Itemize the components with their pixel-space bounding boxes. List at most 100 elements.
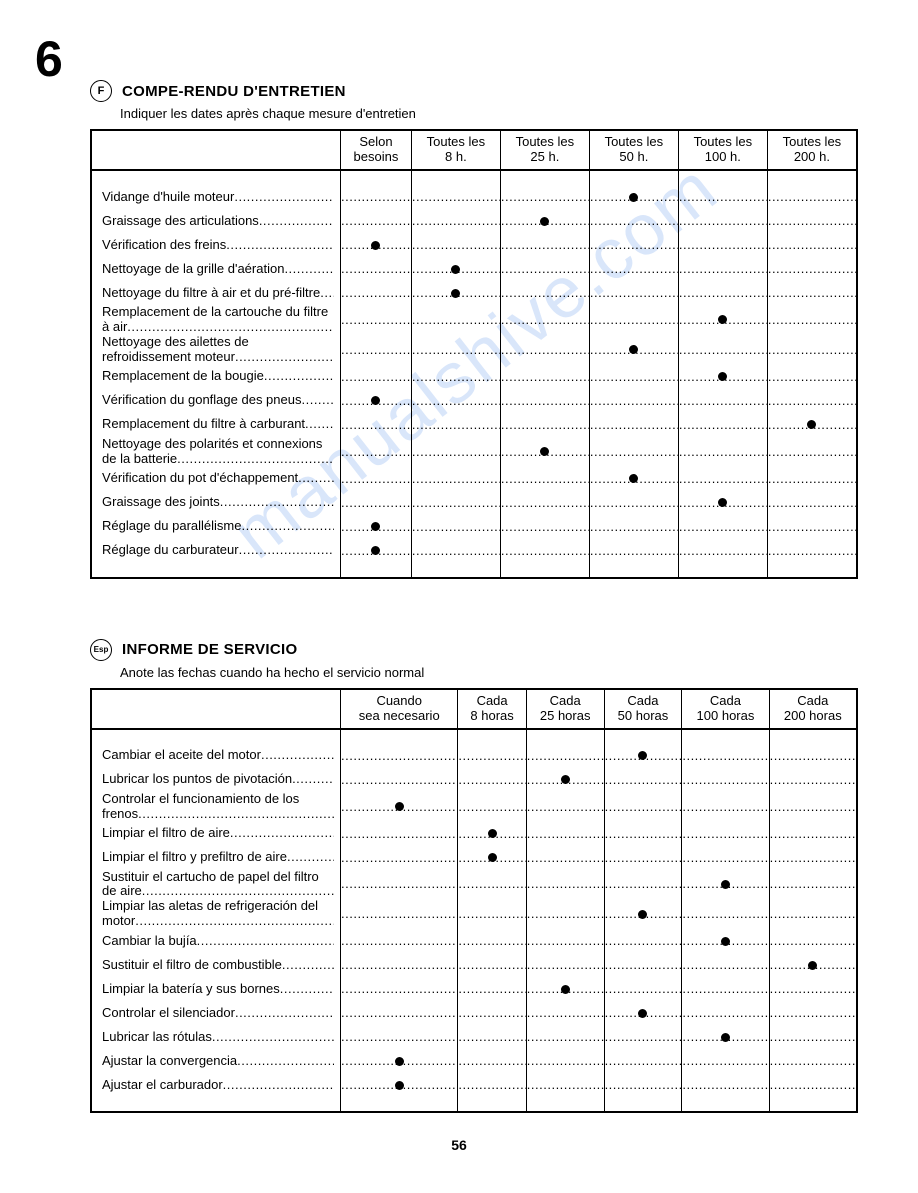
mark-cell: ........................................… — [411, 539, 500, 563]
mark-cell: ........................................… — [411, 491, 500, 515]
mark-cell: ........................................… — [767, 365, 857, 389]
mark-cell: ........................................… — [678, 515, 767, 539]
language-badge: Esp — [90, 639, 112, 661]
mark-cell: ........................................… — [678, 281, 767, 305]
table-row: Nettoyage des polarités et connexions de… — [91, 437, 857, 467]
task-label-cell: Limpiar el filtro de aire — [91, 822, 341, 846]
mark-cell: ........................................… — [526, 1025, 604, 1049]
task-label-cell: Nettoyage de la grille d'aération — [91, 257, 341, 281]
table-row: Ajustar la convergencia ................… — [91, 1049, 857, 1073]
mark-cell: ........................................… — [678, 413, 767, 437]
table-row: Lubricar las rótulas ...................… — [91, 1025, 857, 1049]
mark-cell: ........................................… — [604, 929, 682, 953]
mark-cell: ........................................… — [341, 822, 458, 846]
table-row: Remplacement de la cartouche du filtre à… — [91, 305, 857, 335]
mark-cell: ........................................… — [411, 257, 500, 281]
mark-cell: ........................................… — [767, 413, 857, 437]
task-label: Remplacement de la cartouche du filtre à… — [102, 305, 334, 335]
dot-leader: ........................................… — [458, 902, 525, 926]
mark-cell: ........................................… — [678, 365, 767, 389]
task-label-cell: Cambiar el aceite del motor — [91, 744, 341, 768]
dot-leader: ........................................… — [412, 209, 500, 233]
task-label-cell: Remplacement de la cartouche du filtre à… — [91, 305, 341, 335]
dot-leader: ........................................… — [458, 872, 525, 896]
mark-cell: ........................................… — [769, 899, 857, 929]
bullet-icon — [808, 961, 817, 970]
mark-cell: ........................................… — [604, 899, 682, 929]
bullet-icon — [561, 775, 570, 784]
spacer-cell — [769, 1097, 857, 1112]
dot-leader: ........................................… — [458, 1025, 525, 1049]
spacer-cell — [341, 1097, 458, 1112]
spacer-cell — [678, 170, 767, 185]
mark-cell: ........................................… — [678, 335, 767, 365]
table-row: Controlar el funcionamiento de los freno… — [91, 792, 857, 822]
bullet-icon — [451, 289, 460, 298]
dot-leader: ........................................… — [768, 209, 856, 233]
dot-leader: ........................................… — [458, 929, 525, 953]
mark-cell: ........................................… — [500, 491, 589, 515]
mark-cell: ........................................… — [682, 899, 769, 929]
table-header: Cada25 horas — [526, 689, 604, 729]
dot-leader: ........................................… — [501, 467, 589, 491]
spacer-cell — [411, 563, 500, 578]
mark-cell: ........................................… — [604, 953, 682, 977]
dot-leader: ........................................… — [341, 744, 457, 768]
task-label-cell: Nettoyage des ailettes de refroidissemen… — [91, 335, 341, 365]
dot-leader: ........................................… — [770, 846, 856, 870]
bullet-icon — [395, 802, 404, 811]
mark-cell: ........................................… — [411, 413, 500, 437]
mark-cell: ........................................… — [589, 389, 678, 413]
dot-leader: ........................................… — [770, 929, 856, 953]
mark-cell: ........................................… — [458, 822, 526, 846]
mark-cell: ........................................… — [682, 953, 769, 977]
spacer-cell — [678, 563, 767, 578]
dot-leader: ........................................… — [458, 795, 525, 819]
mark-cell: ........................................… — [769, 792, 857, 822]
dot-leader: ........................................… — [679, 440, 767, 464]
mark-cell: ........................................… — [769, 1025, 857, 1049]
task-label-cell: Limpiar la batería y sus bornes — [91, 977, 341, 1001]
mark-cell: ........................................… — [341, 929, 458, 953]
spacer-cell — [458, 1097, 526, 1112]
mark-cell: ........................................… — [500, 389, 589, 413]
mark-cell: ........................................… — [604, 846, 682, 870]
section-subtitle: Indiquer les dates après chaque mesure d… — [120, 106, 858, 121]
mark-cell: ........................................… — [458, 1025, 526, 1049]
dot-leader: ........................................… — [679, 539, 767, 563]
mark-cell: ........................................… — [411, 233, 500, 257]
dot-leader: ........................................… — [341, 308, 411, 332]
table-row: Vérification des freins ................… — [91, 233, 857, 257]
dot-leader: ........................................… — [590, 539, 678, 563]
mark-cell: ........................................… — [678, 467, 767, 491]
dot-leader: ........................................… — [341, 977, 457, 1001]
dot-leader: ........................................… — [590, 281, 678, 305]
mark-cell: ........................................… — [458, 1049, 526, 1073]
table-row: Lubricar los puntos de pivotación ......… — [91, 768, 857, 792]
dot-leader: ........................................… — [682, 822, 768, 846]
mark-cell: ........................................… — [526, 953, 604, 977]
mark-cell: ........................................… — [341, 437, 412, 467]
task-label-cell: Remplacement du filtre à carburant — [91, 413, 341, 437]
dot-leader: ........................................… — [605, 1025, 682, 1049]
mark-cell: ........................................… — [500, 467, 589, 491]
task-label-cell: Sustituir el cartucho de papel del filtr… — [91, 870, 341, 900]
dot-leader: ........................................… — [412, 539, 500, 563]
mark-cell: ........................................… — [341, 413, 412, 437]
task-label-cell: Graissage des articulations — [91, 209, 341, 233]
bullet-icon — [371, 241, 380, 250]
mark-cell: ........................................… — [458, 792, 526, 822]
spacer-cell — [604, 729, 682, 744]
task-label: Graissage des articulations — [102, 214, 334, 229]
dot-leader: ........................................… — [458, 1001, 525, 1025]
mark-cell: ........................................… — [411, 467, 500, 491]
dot-leader: ........................................… — [458, 744, 525, 768]
mark-cell: ........................................… — [589, 335, 678, 365]
mark-cell: ........................................… — [682, 870, 769, 900]
mark-cell: ........................................… — [341, 792, 458, 822]
mark-cell: ........................................… — [411, 185, 500, 209]
mark-cell: ........................................… — [411, 281, 500, 305]
dot-leader: ........................................… — [768, 233, 856, 257]
mark-cell: ........................................… — [500, 209, 589, 233]
mark-cell: ........................................… — [767, 209, 857, 233]
